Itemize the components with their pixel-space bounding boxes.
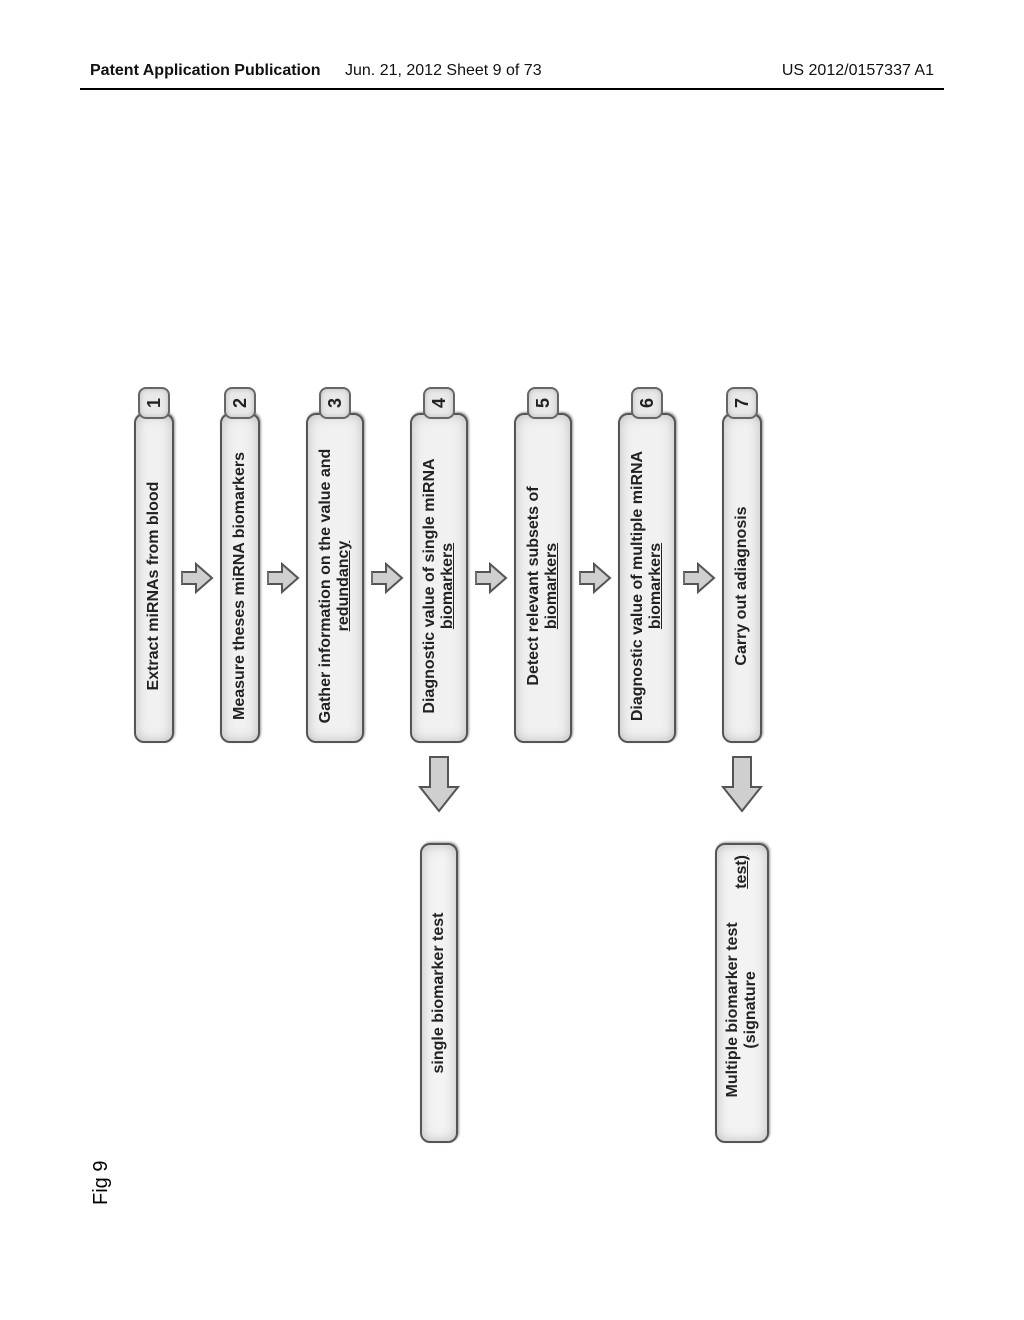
header-left: Patent Application Publication — [90, 62, 321, 80]
header-center: Jun. 21, 2012 Sheet 9 of 73 — [345, 62, 542, 80]
flow-step-1: Extract miRNAs from blood1 — [134, 413, 174, 743]
flow-step-text: Detect relevant subsets ofbiomarkers — [525, 486, 562, 685]
step-number-badge: 7 — [726, 387, 758, 419]
flow-step-5: Detect relevant subsets ofbiomarkers5 — [514, 413, 572, 743]
down-arrow-icon — [364, 413, 410, 743]
flow-step-3: Gather information on the value andredun… — [306, 413, 364, 743]
branch-box-line: Multiple biomarker test (signature — [724, 889, 760, 1131]
down-arrow-icon — [676, 413, 722, 743]
flow-step-line: redundancy — [335, 541, 352, 632]
down-arrow-icon — [260, 413, 306, 743]
step-number-badge: 1 — [138, 387, 170, 419]
flow-step-text: Gather information on the value andredun… — [317, 449, 354, 724]
flow-step-line: biomarkers — [647, 543, 664, 629]
step-number-badge: 4 — [423, 387, 455, 419]
step-number-badge: 3 — [319, 387, 351, 419]
flow-step-6: Diagnostic value of multiple miRNAbiomar… — [618, 413, 676, 743]
flow-step-line: Extract miRNAs from blood — [145, 482, 162, 691]
single-biomarker-test-box: single biomarker test — [420, 843, 458, 1143]
step-number-badge: 2 — [224, 387, 256, 419]
down-arrow-icon — [174, 413, 220, 743]
header-rule — [80, 88, 944, 90]
flow-step-line: Carry out adiagnosis — [733, 506, 750, 665]
flow-step-text: Carry out adiagnosis — [733, 506, 751, 665]
flow-step-7: Carry out adiagnosis7 — [722, 413, 762, 743]
flow-step-line: biomarkers — [543, 543, 560, 629]
flow-step-4: Diagnostic value of single miRNAbiomarke… — [410, 413, 468, 743]
flow-step-text: Diagnostic value of multiple miRNAbiomar… — [629, 451, 666, 721]
branch-box-line: test) — [733, 855, 751, 889]
process-flow: Extract miRNAs from blood1 Measure these… — [134, 413, 762, 743]
figure-9: Fig 9 Extract miRNAs from blood1 Measure… — [90, 205, 802, 1205]
flow-step-line: biomarkers — [439, 543, 456, 629]
flow-step-line: Measure theses miRNA biomarkers — [231, 452, 248, 720]
flow-step-line: Diagnostic value of single miRNA — [421, 458, 438, 713]
branch-arrow-icon — [418, 755, 460, 813]
flow-step-text: Measure theses miRNA biomarkers — [231, 452, 249, 720]
branch-arrow-icon — [721, 755, 763, 813]
header-right: US 2012/0157337 A1 — [782, 62, 934, 80]
branch-box-line: single biomarker test — [430, 913, 448, 1074]
down-arrow-icon — [468, 413, 514, 743]
flow-step-line: Diagnostic value of multiple miRNA — [629, 451, 646, 721]
multiple-biomarker-test-box: Multiple biomarker test (signaturetest) — [715, 843, 769, 1143]
flow-step-text: Extract miRNAs from blood — [145, 482, 163, 691]
step-number-badge: 5 — [527, 387, 559, 419]
step-number-badge: 6 — [631, 387, 663, 419]
figure-label: Fig 9 — [90, 1161, 113, 1205]
down-arrow-icon — [572, 413, 618, 743]
flow-step-line: Gather information on the value and — [317, 449, 334, 724]
flow-step-2: Measure theses miRNA biomarkers2 — [220, 413, 260, 743]
flow-step-line: Detect relevant subsets of — [525, 486, 542, 685]
flow-step-text: Diagnostic value of single miRNAbiomarke… — [421, 458, 458, 713]
